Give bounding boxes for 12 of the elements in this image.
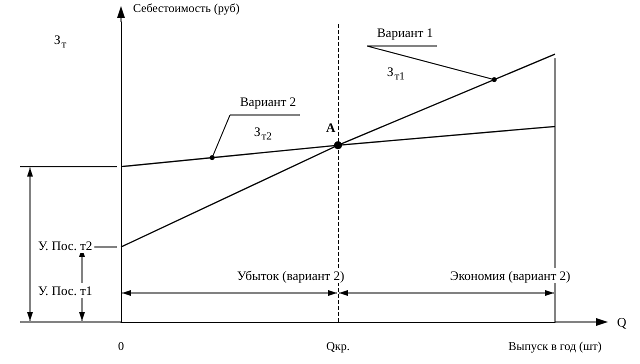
y-axis-title: Себестоимость (руб) (133, 1, 240, 15)
x-axis-title: Q (617, 314, 627, 330)
text: У. Пос. т2 (38, 238, 92, 253)
text: Вариант 1 (377, 25, 434, 40)
x-tick-label: Qкр. (326, 339, 350, 353)
x-tick-label: Выпуск в год (шт) (508, 339, 602, 353)
annotation: Убыток (вариант 2) (237, 268, 344, 283)
text: Вариант 2 (240, 94, 296, 109)
text: У. Пос. т1 (38, 283, 92, 298)
annotation: A (326, 120, 336, 136)
x-tick-label: 0 (118, 339, 124, 353)
annotation: Экономия (вариант 2) (450, 268, 570, 283)
